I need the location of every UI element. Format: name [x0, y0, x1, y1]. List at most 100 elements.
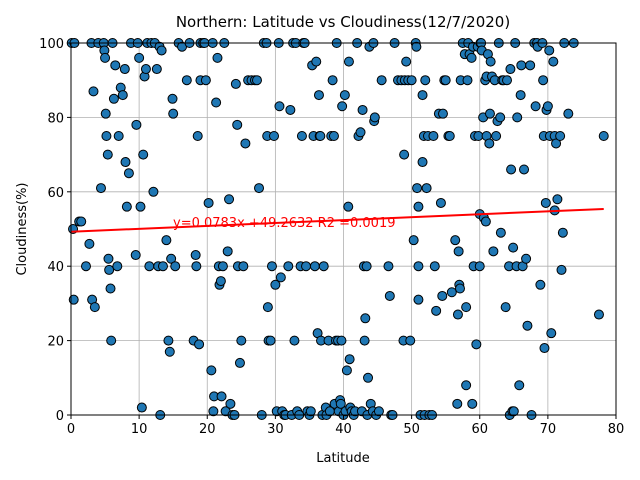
data-point [428, 131, 439, 141]
data-point [411, 41, 422, 52]
data-point [230, 78, 241, 89]
data-point [530, 101, 541, 112]
data-point [103, 253, 114, 264]
data-point [369, 112, 380, 123]
data-point [283, 261, 294, 272]
data-point [454, 283, 465, 294]
data-point [512, 112, 523, 123]
data-point [556, 264, 567, 275]
data-point [552, 194, 563, 205]
data-point [515, 90, 526, 101]
regression-line [70, 207, 604, 233]
data-point [484, 138, 495, 149]
data-point [269, 131, 280, 141]
data-point [480, 216, 491, 227]
data-point [138, 149, 149, 160]
data-point [360, 313, 371, 324]
data-point [309, 261, 320, 272]
data-point [420, 75, 431, 86]
data-point [131, 119, 142, 130]
data-point [285, 104, 296, 115]
data-point [421, 183, 432, 194]
data-point [191, 261, 202, 272]
x-tick-label: 0 [67, 422, 75, 437]
data-point [106, 335, 117, 346]
data-point [546, 328, 557, 339]
data-point [516, 60, 527, 71]
data-point [544, 45, 555, 56]
data-point [563, 108, 574, 119]
x-tick-label: 80 [608, 422, 625, 437]
data-point [163, 335, 174, 346]
data-point [76, 216, 87, 227]
data-point [452, 309, 463, 320]
data-point [254, 183, 265, 194]
data-point [313, 90, 324, 101]
data-point [88, 86, 99, 97]
data-point [110, 60, 121, 71]
data-point [194, 339, 205, 350]
data-point [363, 372, 374, 383]
y-tick-label: 20 [47, 335, 64, 350]
data-point [435, 197, 446, 208]
y-tick-label: 60 [47, 186, 64, 201]
data-point [514, 380, 525, 391]
data-point [80, 261, 91, 272]
data-point [238, 261, 249, 272]
y-tick-label: 80 [47, 111, 64, 126]
data-point [542, 101, 553, 112]
data-point [399, 149, 410, 160]
data-point [412, 183, 423, 194]
data-point [343, 56, 354, 67]
data-point [266, 261, 277, 272]
data-point [500, 302, 511, 313]
data-point [240, 138, 251, 149]
chart-title: Northern: Latitude vs Cloudiness(12/7/20… [176, 13, 510, 31]
data-point [551, 138, 562, 149]
data-point [471, 339, 482, 350]
data-point [335, 398, 346, 409]
data-point [521, 253, 532, 264]
data-point [417, 157, 428, 168]
data-point [446, 287, 457, 298]
data-point [495, 227, 506, 238]
x-tick-label: 40 [335, 422, 352, 437]
data-point [224, 194, 235, 205]
data-point [216, 391, 227, 402]
data-point [484, 108, 495, 119]
data-point [203, 197, 214, 208]
data-point [136, 402, 147, 413]
data-point [384, 290, 395, 301]
data-point [318, 261, 329, 272]
data-point [408, 235, 419, 246]
data-point [540, 197, 551, 208]
data-point [555, 131, 566, 141]
data-point [506, 164, 517, 175]
data-point [135, 201, 146, 212]
data-point [289, 335, 300, 346]
data-point [328, 131, 339, 141]
data-point [440, 75, 451, 86]
data-point [104, 264, 115, 275]
data-point [119, 64, 130, 75]
data-point [157, 261, 168, 272]
data-point [359, 335, 370, 346]
x-axis-label: Latitude [316, 451, 370, 466]
data-point [275, 272, 286, 283]
data-point [417, 90, 428, 101]
data-point [525, 60, 536, 71]
data-point [337, 101, 348, 112]
data-point [593, 309, 604, 320]
data-point [236, 335, 247, 346]
data-point [336, 335, 347, 346]
data-points [66, 38, 609, 420]
data-point [117, 90, 128, 101]
data-point [311, 56, 322, 67]
data-point [123, 168, 134, 179]
data-point [357, 104, 368, 115]
data-point [539, 343, 550, 354]
data-point [495, 112, 506, 123]
data-point [405, 335, 416, 346]
regression-annotation: y=0.0783x +49.2632 R2 =0.0019 [173, 216, 396, 231]
